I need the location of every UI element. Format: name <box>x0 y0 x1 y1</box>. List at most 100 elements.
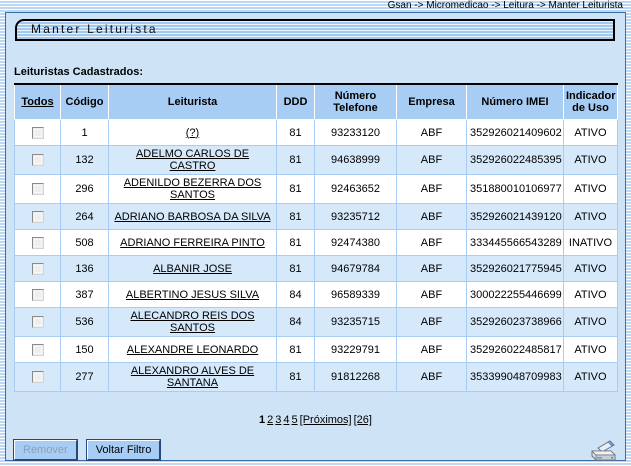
row-select-cell <box>14 203 61 230</box>
pagination-page-3[interactable]: 3 <box>275 414 282 426</box>
row-checkbox[interactable] <box>31 183 44 196</box>
content-panel: Manter Leiturista Leituristas Cadastrado… <box>5 12 626 461</box>
pagination: 1 2 3 4 5 [Próximos] [26] <box>14 414 617 426</box>
row-select-cell <box>14 307 61 337</box>
pagination-page-2[interactable]: 2 <box>267 414 274 426</box>
remover-button[interactable]: Remover <box>13 439 78 461</box>
cell-indicador-uso: ATIVO <box>563 307 618 337</box>
cell-leiturista: (?) <box>108 119 277 146</box>
column-header-todos[interactable]: Todos <box>14 83 61 120</box>
table-header: Todos Código Leiturista DDD Número Telef… <box>14 83 618 120</box>
cell-empresa: ABF <box>396 174 467 204</box>
table-row: 277 ALEXANDRO ALVES DE SANTANA 81 91812268 A… <box>14 362 618 392</box>
cell-codigo: 1 <box>60 119 109 146</box>
cell-ddd: 81 <box>276 203 315 230</box>
cell-telefone: 94679784 <box>314 255 397 282</box>
row-checkbox[interactable] <box>31 210 44 223</box>
table-body: 1 (?) 81 93233120 ABF 352926021409602 ATIVO 132… <box>14 119 618 392</box>
row-select-cell <box>14 229 61 256</box>
leiturista-link[interactable]: ADRIANO BARBOSA DA SILVA <box>114 210 271 223</box>
pagination-page-5[interactable]: 5 <box>291 414 298 426</box>
cell-codigo: 387 <box>60 281 109 308</box>
leiturista-link[interactable]: ALBERTINO JESUS SILVA <box>125 288 260 301</box>
row-checkbox[interactable] <box>31 154 44 167</box>
row-checkbox[interactable] <box>31 316 44 329</box>
voltar-filtro-button[interactable]: Voltar Filtro <box>85 439 162 461</box>
leiturista-link[interactable]: ALEXANDRO ALVES DE SANTANA <box>130 365 255 389</box>
cell-telefone: 93229791 <box>314 336 397 363</box>
cell-imei: 300022255446699 <box>466 281 564 308</box>
cell-leiturista: ADRIANO BARBOSA DA SILVA <box>108 203 277 230</box>
cell-ddd: 84 <box>276 307 315 337</box>
cell-indicador-uso: ATIVO <box>563 145 618 175</box>
column-header-empresa: Empresa <box>396 83 467 120</box>
cell-ddd: 81 <box>276 336 315 363</box>
breadcrumb: Gsan -> Micromedicao -> Leitura -> Mante… <box>0 0 631 12</box>
table-row: 136 ALBANIR JOSE 81 94679784 ABF 352926021775… <box>14 255 618 282</box>
cell-empresa: ABF <box>396 362 467 392</box>
column-header-indicador-uso: Indicador de Uso <box>563 83 618 120</box>
cell-indicador-uso: ATIVO <box>563 336 618 363</box>
window-title-bar <box>15 19 615 41</box>
cell-ddd: 81 <box>276 145 315 175</box>
cell-leiturista: ADENILDO BEZERRA DOS SANTOS <box>108 174 277 204</box>
cell-indicador-uso: ATIVO <box>563 203 618 230</box>
leiturista-link[interactable]: ALEXANDRE LEONARDO <box>126 343 259 356</box>
cell-telefone: 93235712 <box>314 203 397 230</box>
cell-imei: 352926022485817 <box>466 336 564 363</box>
cell-codigo: 296 <box>60 174 109 204</box>
column-header-ddd: DDD <box>276 83 315 120</box>
cell-indicador-uso: ATIVO <box>563 281 618 308</box>
row-checkbox[interactable] <box>31 126 44 139</box>
select-all-link[interactable]: Todos <box>21 96 54 108</box>
cell-codigo: 136 <box>60 255 109 282</box>
table-row: 150 ALEXANDRE LEONARDO 81 93229791 ABF 352926… <box>14 336 618 363</box>
pagination-page-4[interactable]: 4 <box>283 414 290 426</box>
row-checkbox[interactable] <box>31 262 44 275</box>
cell-imei: 352926021775945 <box>466 255 564 282</box>
cell-imei: 353399048709983 <box>466 362 564 392</box>
row-checkbox[interactable] <box>31 288 44 301</box>
table-row: 264 ADRIANO BARBOSA DA SILVA 81 93235712 ABF… <box>14 203 618 230</box>
cell-indicador-uso: ATIVO <box>563 174 618 204</box>
row-select-cell <box>14 281 61 308</box>
column-header-telefone: Número Telefone <box>314 83 397 120</box>
table-row: 508 ADRIANO FERREIRA PINTO 81 92474380 ABF 33… <box>14 229 618 256</box>
cell-leiturista: ADRIANO FERREIRA PINTO <box>108 229 277 256</box>
row-checkbox[interactable] <box>31 343 44 356</box>
pagination-last-page-link[interactable]: [26] <box>353 414 372 426</box>
cell-empresa: ABF <box>396 229 467 256</box>
cell-imei: 352926022485395 <box>466 145 564 175</box>
cell-telefone: 91812268 <box>314 362 397 392</box>
row-select-cell <box>14 174 61 204</box>
leiturista-link[interactable]: ADRIANO FERREIRA PINTO <box>120 236 265 249</box>
leiturista-link[interactable]: ALECANDRO REIS DOS SANTOS <box>130 310 255 334</box>
cell-empresa: ABF <box>396 255 467 282</box>
row-select-cell <box>14 336 61 363</box>
window-title-widget: Manter Leiturista <box>15 19 615 43</box>
row-checkbox[interactable] <box>31 236 44 249</box>
action-button-bar: Remover Voltar Filtro <box>13 439 617 461</box>
cell-leiturista: ALEXANDRO ALVES DE SANTANA <box>108 362 277 392</box>
row-select-cell <box>14 255 61 282</box>
cell-imei: 352926021409602 <box>466 119 564 146</box>
cell-telefone: 93235715 <box>314 307 397 337</box>
cell-ddd: 81 <box>276 255 315 282</box>
cell-empresa: ABF <box>396 336 467 363</box>
table-row: 536 ALECANDRO REIS DOS SANTOS 84 93235715 AB… <box>14 307 618 337</box>
cell-indicador-uso: INATIVO <box>563 229 618 256</box>
pagination-next-link[interactable]: [Próximos] <box>299 414 352 426</box>
row-checkbox[interactable] <box>31 371 44 384</box>
leiturista-link[interactable]: ADELMO CARLOS DE CASTRO <box>135 148 250 172</box>
table-row: 1 (?) 81 93233120 ABF 352926021409602 ATIVO <box>14 119 618 146</box>
cell-telefone: 93233120 <box>314 119 397 146</box>
leituristas-table: Todos Código Leiturista DDD Número Telef… <box>14 83 618 392</box>
row-select-cell <box>14 145 61 175</box>
printer-icon[interactable] <box>589 437 619 463</box>
cell-ddd: 81 <box>276 119 315 146</box>
leiturista-link[interactable]: ALBANIR JOSE <box>153 262 232 275</box>
cell-telefone: 96589339 <box>314 281 397 308</box>
leiturista-link[interactable]: (?) <box>185 126 200 139</box>
leiturista-link[interactable]: ADENILDO BEZERRA DOS SANTOS <box>123 177 262 201</box>
cell-telefone: 94638999 <box>314 145 397 175</box>
